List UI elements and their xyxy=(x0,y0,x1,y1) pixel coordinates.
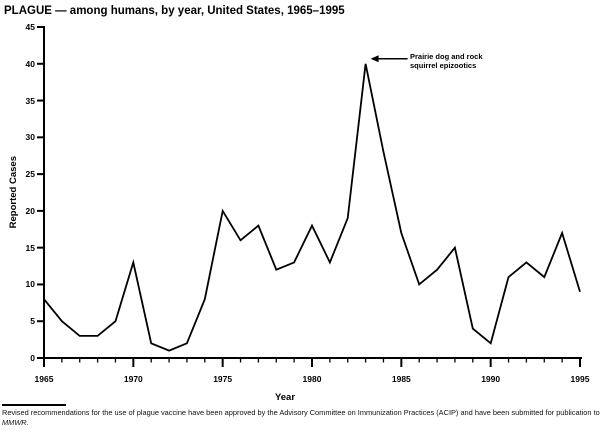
peak-annotation-line1: Prairie dog and rock xyxy=(410,52,483,61)
data-line xyxy=(43,63,581,352)
peak-annotation: Prairie dog and rock squirrel epizootics xyxy=(410,52,483,70)
x-axis-title: Year xyxy=(274,392,296,403)
footnote-line1: Revised recommendations for the use of p… xyxy=(2,408,510,417)
footnote-line2: submitted for publication to xyxy=(511,408,600,417)
footnote-rule xyxy=(2,404,66,406)
annotation-arrowhead-icon xyxy=(370,55,379,63)
footnote-source: MMWR xyxy=(2,417,27,427)
footnote: Revised recommendations for the use of p… xyxy=(2,408,602,427)
chart-title: PLAGUE — among humans, by year, United S… xyxy=(4,5,345,17)
peak-annotation-line2: squirrel epizootics xyxy=(410,61,477,70)
footnote-period: . xyxy=(26,417,29,427)
